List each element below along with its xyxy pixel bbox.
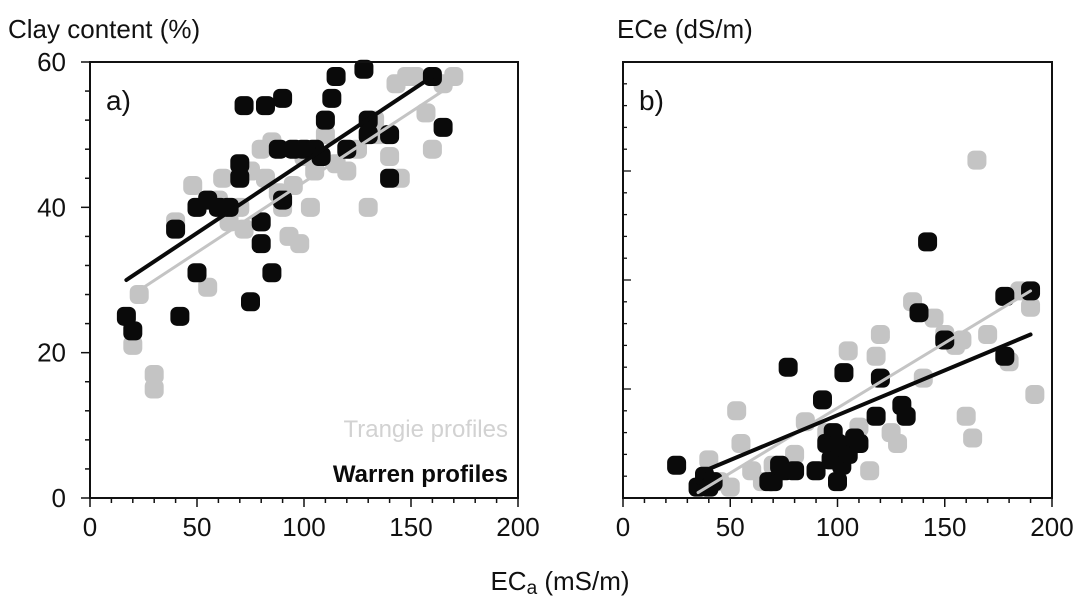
data-point-trangie — [198, 277, 218, 297]
x-tick-label: 150 — [389, 512, 432, 542]
data-point-warren — [806, 461, 826, 481]
series-warren-profiles — [667, 232, 1041, 497]
data-point-warren — [187, 263, 207, 283]
data-point-warren — [896, 406, 916, 426]
data-point-warren — [251, 234, 271, 254]
data-point-warren — [273, 190, 293, 210]
data-point-trangie — [727, 401, 747, 421]
data-point-warren — [234, 96, 254, 116]
x-tick-label: 200 — [496, 512, 539, 542]
data-point-warren — [918, 232, 938, 252]
data-point-trangie — [290, 234, 310, 254]
series-trangie-profiles — [699, 150, 1045, 497]
x-tick-label: 50 — [183, 512, 212, 542]
data-point-trangie — [422, 139, 442, 159]
data-point-warren — [380, 168, 400, 188]
data-point-warren — [123, 321, 143, 341]
data-point-trangie — [860, 461, 880, 481]
data-point-trangie — [731, 434, 751, 453]
legend-trangie-profiles: Trangie profiles — [343, 416, 508, 443]
data-point-warren — [834, 363, 854, 383]
x-tick-label: 100 — [816, 512, 859, 542]
shared-x-axis-label: ECa (mS/m) — [490, 566, 629, 599]
x-tick-label: 100 — [282, 512, 325, 542]
data-point-trangie — [720, 477, 740, 497]
data-point-trangie — [283, 176, 303, 196]
data-point-trangie — [144, 364, 164, 384]
data-point-trangie — [213, 168, 233, 188]
data-point-warren — [322, 88, 342, 108]
x-tick-label: 0 — [616, 512, 630, 542]
data-point-trangie — [1021, 297, 1041, 317]
data-point-trangie — [956, 406, 976, 426]
data-point-warren — [778, 357, 798, 377]
data-point-trangie — [888, 434, 908, 453]
y-tick-label: 40 — [37, 192, 66, 222]
data-point-trangie — [300, 197, 320, 217]
data-point-trangie — [963, 428, 983, 448]
plot-frame — [89, 61, 519, 499]
data-point-trangie — [1025, 384, 1045, 404]
series-trangie-profiles — [123, 67, 464, 399]
data-point-warren — [241, 292, 260, 312]
x-tick-label: 50 — [716, 512, 745, 542]
data-point-trangie — [967, 150, 987, 170]
data-point-trangie — [183, 176, 203, 196]
data-point-warren — [849, 434, 869, 453]
panel-a: Clay content (%) 0 50 100 150 200 0 20 40 60 a) — [8, 14, 540, 542]
data-point-warren — [255, 96, 275, 116]
data-point-warren — [326, 67, 346, 87]
y-axis-title: Clay content (%) — [8, 14, 200, 44]
data-point-trangie — [358, 197, 378, 217]
x-axis-label-unit: (mS/m) — [537, 566, 629, 596]
x-axis-label-subscript: a — [527, 578, 538, 599]
data-point-trangie — [866, 346, 886, 366]
panel-b: ECe (dS/m) 0 50 100 150 200 b) — [616, 14, 1074, 542]
y-tick-label: 60 — [37, 47, 66, 77]
data-point-warren — [251, 212, 271, 232]
data-point-warren — [866, 406, 886, 426]
panel-label: a) — [106, 85, 131, 116]
legend-warren-profiles: Warren profiles — [333, 461, 508, 488]
data-point-warren — [828, 472, 847, 492]
data-point-warren — [667, 455, 687, 475]
trend-line-warren — [124, 74, 435, 282]
x-tick-label: 150 — [923, 512, 966, 542]
data-point-warren — [354, 59, 374, 79]
y-tick-label: 0 — [52, 483, 66, 513]
y-tick-label: 20 — [37, 338, 66, 368]
data-point-trangie — [129, 285, 149, 305]
data-point-trangie — [416, 103, 436, 123]
x-tick-label: 0 — [83, 512, 97, 542]
data-point-trangie — [870, 325, 890, 344]
trend-line-warren — [696, 332, 1033, 476]
data-point-warren — [909, 303, 929, 323]
panel-label: b) — [639, 85, 664, 116]
data-point-warren — [433, 117, 453, 137]
data-point-warren — [170, 306, 190, 326]
data-point-trangie — [838, 341, 858, 361]
data-point-warren — [785, 461, 805, 481]
data-point-warren — [262, 263, 282, 283]
series-warren-profiles — [116, 59, 453, 341]
data-point-warren — [273, 88, 293, 108]
data-point-trangie — [337, 161, 357, 181]
y-axis-title: ECe (dS/m) — [617, 14, 753, 44]
x-axis-label-main: EC — [490, 566, 526, 596]
trend-line-trangie — [131, 82, 456, 297]
data-point-warren — [812, 390, 832, 410]
data-point-trangie — [978, 325, 998, 344]
data-point-warren — [315, 110, 335, 130]
data-point-warren — [230, 154, 250, 174]
data-point-trangie — [380, 146, 400, 166]
trend-line-trangie — [696, 289, 1033, 495]
plot-frame — [622, 61, 1053, 499]
data-point-warren — [166, 219, 186, 239]
x-tick-label: 200 — [1030, 512, 1073, 542]
